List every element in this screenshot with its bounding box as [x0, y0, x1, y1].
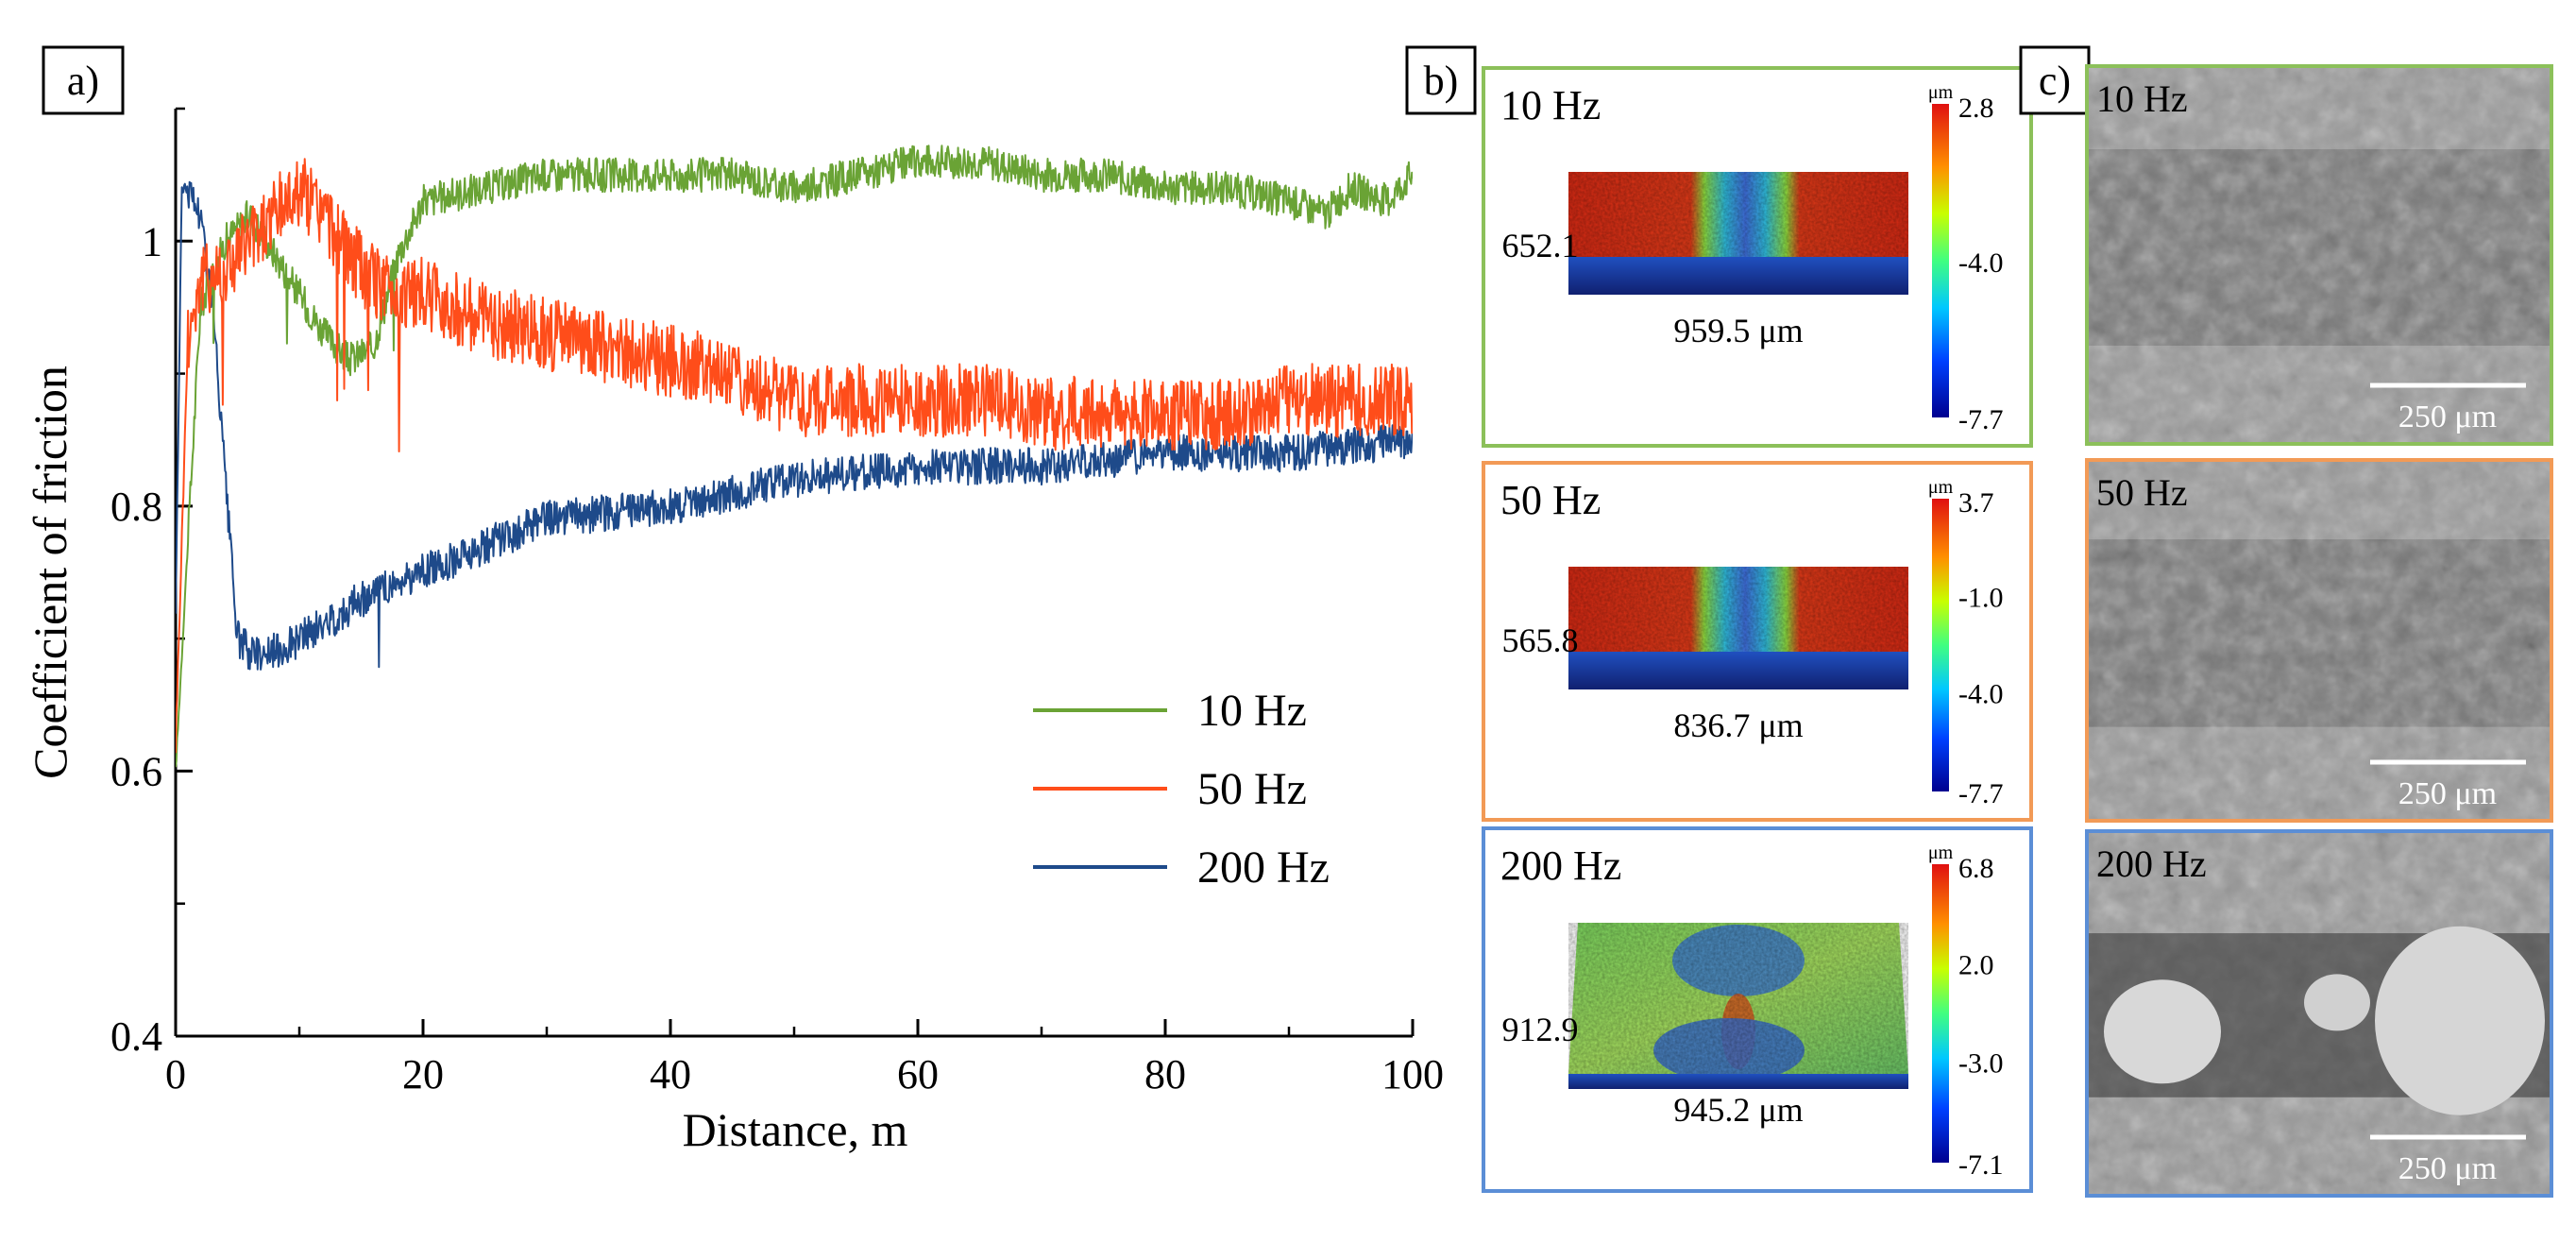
color-scale-bar — [1932, 499, 1949, 791]
block-side — [1568, 1074, 1908, 1089]
color-scale-min: -7.1 — [1958, 1149, 2004, 1181]
legend-label: 200 Hz — [1197, 842, 1330, 893]
color-scale-unit: μm — [1928, 842, 1954, 863]
color-scale-mid: -1.0 — [1958, 582, 2004, 613]
panel-c-label: c) — [2039, 58, 2071, 104]
block-side — [1568, 257, 1908, 295]
color-scale-mid: -3.0 — [1958, 1048, 2004, 1080]
x-tick-label: 20 — [402, 1051, 444, 1097]
color-scale-unit: μm — [1928, 82, 1954, 103]
color-scale-min: -7.7 — [1958, 778, 2004, 809]
micrograph-frame — [2085, 64, 2553, 446]
profile-panel-1: 10 Hz 652.1 959.5 μm μm 2.8 -7.7 -4.0 — [1482, 66, 2033, 448]
wear-track-texture — [2087, 149, 2551, 346]
x-tick-label: 40 — [650, 1051, 691, 1097]
scale-bar-label: 250 μm — [2398, 1151, 2497, 1186]
profile-panel-3: 200 Hz 912.9 945.2 μm μm 6.8 -7.1 2.0 -3.0 — [1482, 826, 2033, 1193]
micrograph-panel-3: 200 Hz 250 μm — [2085, 829, 2553, 1198]
x-tick-label: 80 — [1144, 1051, 1186, 1097]
x-tick-label: 100 — [1381, 1051, 1444, 1097]
x-tick-label: 60 — [897, 1051, 939, 1097]
axis-ticks: 0 20 40 60 80 100 0.4 0.6 0.8 1 — [110, 107, 1444, 1097]
x-axis-title: Distance, m — [683, 1103, 908, 1156]
surface-texture — [1568, 923, 1908, 1074]
depth-label: 565.8 — [1502, 621, 1579, 659]
micrograph-frequency-label: 10 Hz — [2096, 77, 2188, 120]
legend: 10 Hz 50 Hz 200 Hz — [1033, 686, 1330, 893]
profile-panel-2: 50 Hz 565.8 836.7 μm μm 3.7 -7.7 -1.0 -4.0 — [1482, 461, 2033, 822]
x-tick-label: 0 — [165, 1051, 186, 1097]
profile-frequency-label: 200 Hz — [1500, 842, 1621, 889]
micrograph-panels: 10 Hz 250 μm 50 Hz 250 μm 200 Hz 250 μm — [2085, 64, 2553, 1198]
color-scale-mid: 2.0 — [1958, 949, 1994, 980]
block-side — [1568, 652, 1908, 689]
legend-label: 10 Hz — [1197, 686, 1307, 736]
panel-a-label-box — [42, 45, 125, 115]
profile-frequency-label: 10 Hz — [1500, 82, 1601, 128]
y-tick-label: 0.8 — [110, 484, 162, 530]
color-scale-max: 3.7 — [1958, 487, 1994, 519]
panel-b-label: b) — [1424, 58, 1459, 104]
surface-texture — [1568, 567, 1908, 652]
micrograph-frequency-label: 50 Hz — [2096, 471, 2188, 514]
width-label: 959.5 μm — [1673, 312, 1803, 349]
color-scale-unit: μm — [1928, 477, 1954, 498]
panel-c: c) 10 Hz 250 μm 50 Hz 250 μm 200 Hz 250 μm — [2019, 45, 2553, 1198]
color-scale-mid: -4.0 — [1958, 247, 2004, 279]
surface-texture — [1568, 172, 1908, 257]
profile-frequency-label: 50 Hz — [1500, 477, 1601, 523]
panel-b-label-box — [1405, 45, 1477, 115]
series-line-50-hz — [176, 158, 1413, 754]
scale-bar-label: 250 μm — [2398, 400, 2497, 434]
color-scale-max: 2.8 — [1958, 93, 1994, 124]
width-label: 945.2 μm — [1673, 1091, 1803, 1129]
bright-particle — [2375, 926, 2545, 1115]
color-scale-bar — [1932, 864, 1949, 1163]
bright-particle — [2304, 974, 2370, 1031]
panel-a-label: a) — [67, 58, 99, 104]
micrograph-panel-1: 10 Hz 250 μm — [2085, 64, 2553, 446]
series-line-200-hz — [176, 180, 1413, 671]
y-tick-label: 0.4 — [110, 1013, 162, 1060]
micrograph-frame — [2085, 829, 2553, 1198]
panel-a: a) 0 20 40 60 80 100 0.4 0.6 0.8 1 Distance, m Co… — [24, 45, 1444, 1156]
y-tick-label: 0.6 — [110, 748, 162, 794]
bright-particle — [2104, 979, 2221, 1084]
micrograph-frame — [2085, 458, 2553, 823]
color-scale-mid: -4.0 — [1958, 679, 2004, 710]
scale-bar-label: 250 μm — [2398, 776, 2497, 811]
width-label: 836.7 μm — [1673, 706, 1803, 744]
color-scale-max: 6.8 — [1958, 853, 1994, 884]
depth-label: 652.1 — [1502, 227, 1579, 264]
color-scale-min: -7.7 — [1958, 404, 2004, 435]
micrograph-frequency-label: 200 Hz — [2096, 842, 2207, 885]
y-axis-title: Coefficient of friction — [24, 366, 76, 779]
wear-track-texture — [2087, 539, 2551, 727]
series-layer — [176, 145, 1413, 768]
color-scale-bar — [1932, 104, 1949, 417]
y-tick-label: 1 — [142, 218, 162, 264]
depth-label: 912.9 — [1502, 1011, 1579, 1048]
micrograph-panel-2: 50 Hz 250 μm — [2085, 458, 2553, 823]
legend-label: 50 Hz — [1197, 764, 1307, 814]
